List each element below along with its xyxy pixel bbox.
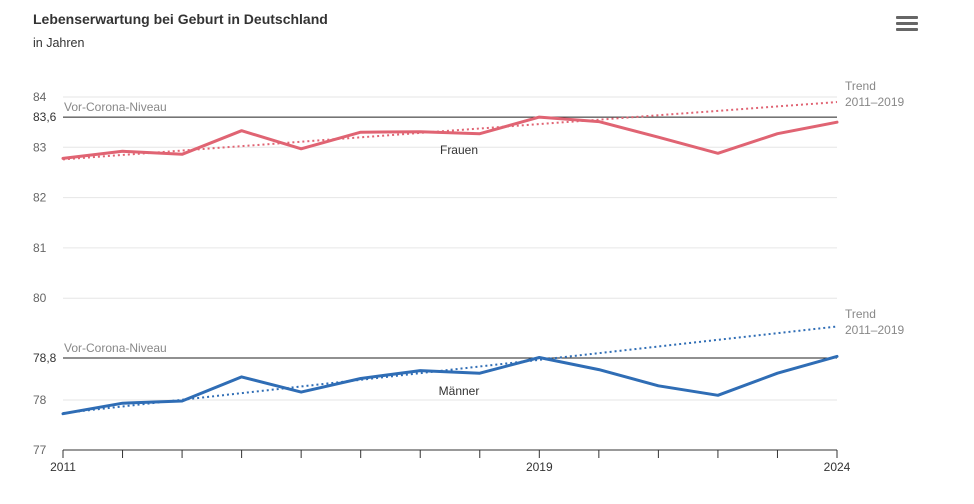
reference-tick-label: 78,8 — [33, 351, 57, 365]
x-tick-label: 2011 — [50, 460, 76, 474]
chart-subtitle: in Jahren — [33, 36, 85, 50]
trend-label: 2011–2019 — [845, 95, 905, 109]
y-tick-label: 78 — [33, 393, 47, 407]
series-label-maenner: Männer — [439, 384, 480, 398]
x-tick-label: 2019 — [526, 460, 553, 474]
chart-title: Lebenserwartung bei Geburt in Deutschlan… — [33, 11, 328, 27]
trend-label: 2011–2019 — [845, 323, 905, 337]
trend-label: Trend — [845, 307, 876, 321]
trend-line — [62, 101, 838, 161]
x-tick-label: 2024 — [824, 460, 851, 474]
y-tick-label: 80 — [33, 291, 47, 305]
reference-tick-label: 83,6 — [33, 110, 57, 124]
reference-line-label: Vor-Corona-Niveau — [64, 341, 167, 355]
hamburger-menu-icon[interactable] — [896, 16, 918, 36]
reference-line-label: Vor-Corona-Niveau — [64, 100, 167, 114]
y-tick-label: 81 — [33, 241, 47, 255]
y-tick-label: 82 — [33, 191, 47, 205]
series-label-frauen: Frauen — [440, 143, 478, 157]
series-line-maenner — [61, 354, 839, 416]
y-tick-label: 83 — [33, 140, 47, 154]
y-tick-label: 84 — [33, 90, 47, 104]
trend-label: Trend — [845, 79, 876, 93]
series-line-frauen — [61, 115, 839, 160]
y-tick-label: 77 — [33, 443, 47, 457]
